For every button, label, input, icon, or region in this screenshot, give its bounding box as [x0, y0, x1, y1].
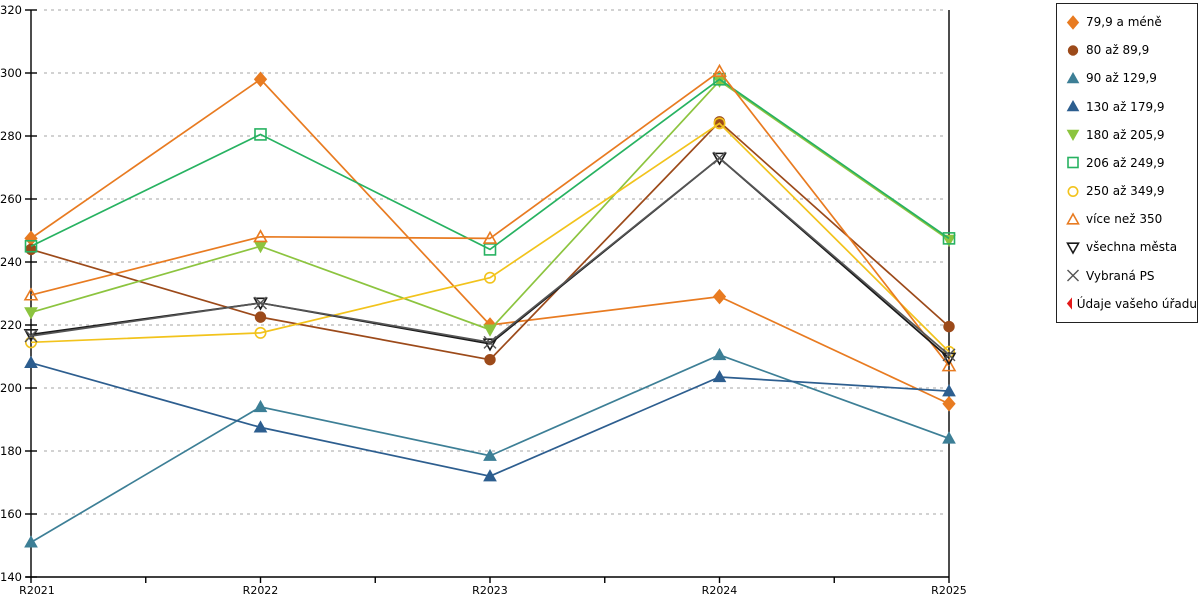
y-tick-label: 220 — [0, 318, 22, 332]
legend-label: Vybraná PS — [1086, 268, 1155, 283]
legend-label: více než 350 — [1086, 212, 1163, 227]
series-9 — [24, 151, 956, 362]
legend-item-4: 180 až 205,9 — [1065, 127, 1197, 142]
legend-label: 250 až 349,9 — [1086, 184, 1165, 199]
legend-item-6: 250 až 349,9 — [1065, 184, 1197, 199]
legend-item-3: 130 až 179,9 — [1065, 99, 1197, 114]
x-tick-label: R2021 — [19, 584, 55, 597]
legend-label: 79,9 a méně — [1086, 15, 1162, 30]
series-4 — [24, 75, 956, 337]
x-icon — [1067, 269, 1079, 282]
y-tick-label: 300 — [0, 66, 22, 80]
legend-label: všechna města — [1086, 240, 1178, 255]
gridlines — [44, 9, 946, 515]
legend-label: 206 až 249,9 — [1086, 155, 1165, 170]
triangle-down-icon — [1066, 242, 1080, 255]
legend-label: Údaje vašeho úřadu — [1076, 296, 1197, 311]
series-5 — [24, 73, 956, 256]
legend-item-9: Vybraná PS — [1065, 268, 1197, 283]
y-tick-label: 320 — [0, 3, 22, 17]
legend-item-0: 79,9 a méně — [1065, 14, 1197, 30]
triangle-down-icon — [1066, 129, 1080, 142]
legend-item-2: 90 až 129,9 — [1065, 71, 1197, 86]
triangle-up-icon — [1066, 100, 1080, 112]
legend-item-8: všechna města — [1065, 240, 1197, 255]
legend-item-10: Údaje vašeho úřadu — [1065, 296, 1197, 311]
x-tick-label: R2022 — [243, 584, 279, 597]
legend-item-1: 80 až 89,9 — [1065, 43, 1197, 58]
legend: 79,9 a méně 80 až 89,9 90 až 129,9 130 až 1… — [1056, 3, 1198, 323]
legend-label: 180 až 205,9 — [1086, 127, 1165, 142]
circle-icon — [1067, 185, 1079, 197]
y-tick-label: 180 — [0, 444, 22, 458]
series-2 — [24, 347, 956, 548]
axes: 140 160 180 200 220 240 260 280 300 320 R2021 R2022… — [0, 3, 967, 597]
legend-item-7: více než 350 — [1065, 212, 1197, 227]
series-7 — [23, 63, 957, 372]
y-tick-label: 240 — [0, 255, 22, 269]
y-tick-label: 200 — [0, 381, 22, 395]
y-tick-label: 160 — [0, 507, 22, 521]
legend-label: 90 až 129,9 — [1086, 71, 1157, 86]
x-tick-label: R2024 — [702, 584, 738, 597]
series-3 — [24, 355, 956, 482]
diamond-icon — [1066, 298, 1072, 310]
legend-label: 80 až 89,9 — [1086, 43, 1150, 58]
triangle-up-icon — [1066, 212, 1080, 225]
x-tick-label: R2023 — [472, 584, 508, 597]
x-tick-label: R2025 — [931, 584, 967, 597]
y-tick-label: 280 — [0, 129, 22, 143]
y-tick-label: 260 — [0, 192, 22, 206]
square-icon — [1067, 157, 1079, 169]
diamond-icon — [1066, 14, 1080, 30]
circle-icon — [1067, 45, 1079, 56]
triangle-up-icon — [1066, 71, 1080, 84]
legend-item-5: 206 až 249,9 — [1065, 155, 1197, 170]
legend-label: 130 až 179,9 — [1086, 99, 1165, 114]
y-tick-label: 140 — [0, 570, 22, 584]
